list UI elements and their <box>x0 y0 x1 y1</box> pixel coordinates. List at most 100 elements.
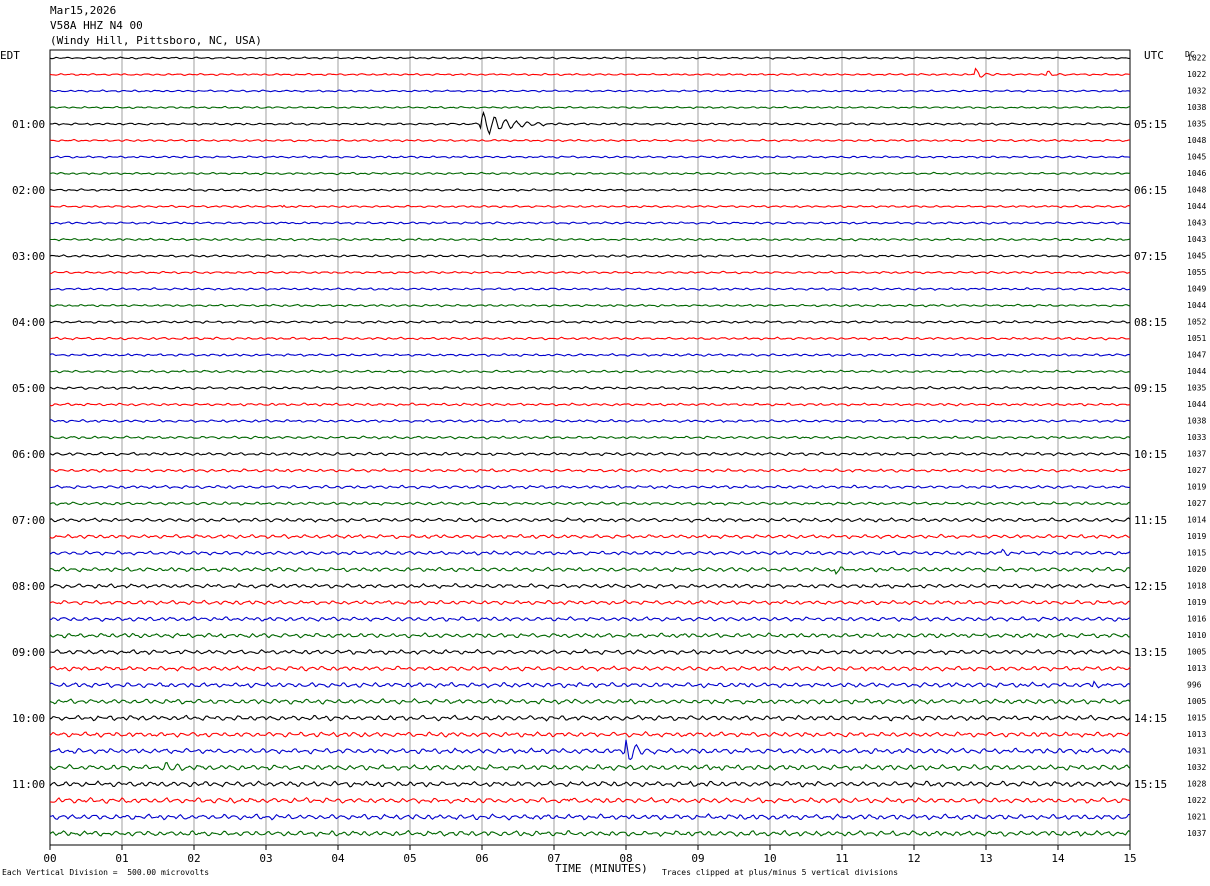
trace-line <box>49 270 1131 275</box>
dc-offset-label: 1052 <box>1187 318 1206 327</box>
trace-line <box>49 517 1131 523</box>
right-timezone-label: UTC <box>1144 49 1164 62</box>
dc-offset-label: 1044 <box>1187 367 1206 376</box>
dc-offset-label: 1048 <box>1187 186 1206 195</box>
trace-line <box>49 352 1131 357</box>
trace-line <box>49 813 1131 821</box>
plot-date: Mar15,2026 <box>50 4 117 17</box>
x-tick-label: 03 <box>259 852 272 865</box>
clip-note: Traces clipped at plus/minus 5 vertical … <box>662 868 899 877</box>
x-tick-label: 12 <box>907 852 920 865</box>
right-hour-label: 10:15 <box>1134 448 1167 461</box>
trace-line <box>49 796 1131 805</box>
dc-offset-label: 1032 <box>1187 87 1206 96</box>
left-hour-label: 06:00 <box>12 448 45 461</box>
trace-line <box>49 566 1131 576</box>
trace-line <box>49 714 1131 722</box>
trace-line <box>49 67 1131 78</box>
dc-offset-label: 1022 <box>1187 796 1206 805</box>
right-hour-label: 09:15 <box>1134 382 1167 395</box>
x-tick-label: 04 <box>331 852 345 865</box>
dc-offset-label: 1033 <box>1187 433 1206 442</box>
dc-offset-label: 1019 <box>1187 598 1206 607</box>
dc-offset-label: 1047 <box>1187 351 1206 360</box>
trace-line <box>49 484 1131 490</box>
trace-line <box>49 171 1131 176</box>
x-tick-label: 15 <box>1123 852 1136 865</box>
dc-offset-label: 1038 <box>1187 417 1206 426</box>
left-hour-label: 07:00 <box>12 514 45 527</box>
dc-offset-label: 1021 <box>1187 813 1206 822</box>
dc-offset-label: 1027 <box>1187 499 1206 508</box>
dc-offset-label: 1013 <box>1187 730 1206 739</box>
dc-offset-label: 1043 <box>1187 235 1206 244</box>
trace-line <box>49 369 1131 374</box>
dc-offset-label: 1005 <box>1187 697 1206 706</box>
trace-line <box>49 582 1131 589</box>
right-hour-label: 13:15 <box>1134 646 1167 659</box>
trace-line <box>49 468 1131 473</box>
dc-offset-label: 1044 <box>1187 202 1206 211</box>
dc-offset-label: 1014 <box>1187 516 1206 525</box>
trace-line <box>49 155 1131 159</box>
dc-offset-label: 1028 <box>1187 780 1206 789</box>
dc-offset-label: 1038 <box>1187 103 1206 112</box>
right-hour-label: 06:15 <box>1134 184 1167 197</box>
trace-line <box>49 739 1131 761</box>
dc-offset-label: 1045 <box>1187 252 1206 261</box>
trace-line <box>49 402 1131 407</box>
trace-line <box>49 697 1131 705</box>
dc-offset-label: 1020 <box>1187 565 1206 574</box>
dc-offset-label: 1045 <box>1187 153 1206 162</box>
left-hour-label: 08:00 <box>12 580 45 593</box>
dc-offset-label: 1019 <box>1187 483 1206 492</box>
trace-line <box>49 548 1131 556</box>
trace-line <box>49 254 1131 258</box>
dc-offset-label: 1010 <box>1187 631 1206 640</box>
trace-line <box>49 435 1131 440</box>
trace-line <box>49 287 1131 291</box>
dc-offset-label: 1055 <box>1187 268 1206 277</box>
left-hour-label: 09:00 <box>12 646 45 659</box>
dc-offset-label: 1015 <box>1187 549 1206 558</box>
dc-offset-label: 1018 <box>1187 582 1206 591</box>
dc-offset-label: 1027 <box>1187 466 1206 475</box>
trace-line <box>49 418 1131 424</box>
trace-line <box>49 730 1131 738</box>
trace-line <box>49 188 1131 192</box>
dc-offset-label: 1032 <box>1187 763 1206 772</box>
right-hour-label: 11:15 <box>1134 514 1167 527</box>
trace-line <box>49 632 1131 639</box>
left-hour-label: 01:00 <box>12 118 45 131</box>
left-hour-label: 11:00 <box>12 778 45 791</box>
dc-offset-label: 1031 <box>1187 747 1206 756</box>
dc-offset-label: 1035 <box>1187 384 1206 393</box>
dc-offset-label: 1016 <box>1187 615 1206 624</box>
trace-line <box>49 780 1131 788</box>
left-hour-label: 04:00 <box>12 316 45 329</box>
trace-line <box>49 320 1131 324</box>
left-hour-label: 03:00 <box>12 250 45 263</box>
x-tick-label: 07 <box>547 852 560 865</box>
dc-offset-label: 1022 <box>1187 70 1206 79</box>
right-hour-label: 15:15 <box>1134 778 1167 791</box>
trace-line <box>49 89 1131 93</box>
x-tick-label: 02 <box>187 852 200 865</box>
left-hour-label: 10:00 <box>12 712 45 725</box>
dc-offset-label: 996 <box>1187 681 1202 690</box>
trace-line <box>49 303 1131 308</box>
trace-line <box>49 385 1131 391</box>
trace-line <box>49 501 1131 506</box>
dc-offset-label: 1043 <box>1187 219 1206 228</box>
dc-offset-label: 1022 <box>1187 54 1206 63</box>
right-hour-label: 12:15 <box>1134 580 1167 593</box>
x-tick-label: 09 <box>691 852 704 865</box>
trace-line <box>49 204 1131 209</box>
trace-line <box>49 680 1131 689</box>
x-tick-label: 14 <box>1051 852 1065 865</box>
trace-line <box>49 451 1131 457</box>
dc-offset-label: 1013 <box>1187 664 1206 673</box>
trace-line <box>49 56 1131 60</box>
trace-line <box>49 110 1131 136</box>
